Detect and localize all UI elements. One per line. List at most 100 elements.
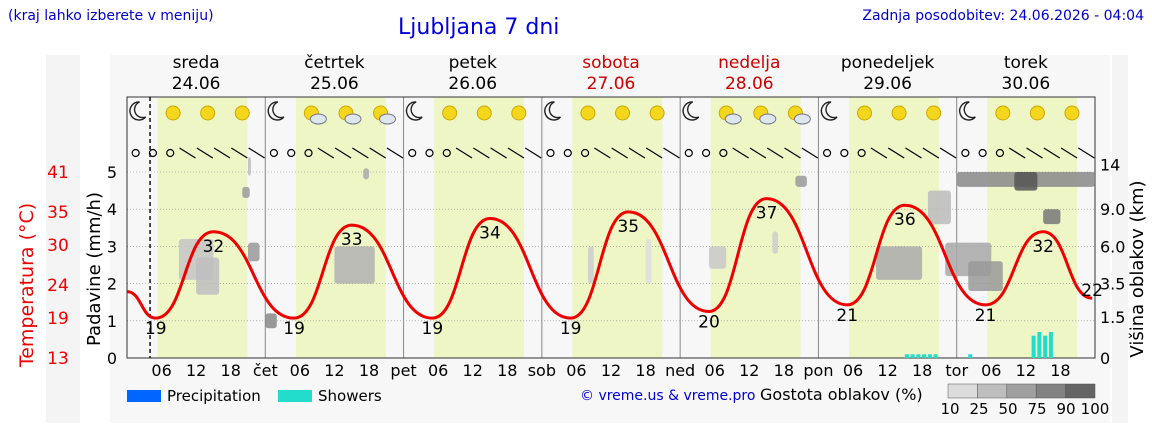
cloud-icon [344, 113, 362, 125]
cloud-blob [645, 238, 652, 284]
cloud-height-tick: 1.5 [1100, 308, 1125, 327]
cloud-blob [334, 246, 375, 284]
calm-wind-icon [978, 148, 987, 158]
wind-barb-icon [611, 147, 628, 159]
cloud-blob [708, 246, 727, 269]
cloud-blob [196, 257, 220, 295]
cloud-icon [724, 113, 742, 125]
cloud-scale-tick: 25 [969, 400, 988, 418]
hour-tick: 12 [186, 361, 206, 380]
temp-extreme-label: 35 [617, 217, 639, 237]
cloud-icon [793, 113, 811, 125]
calm-wind-icon [425, 148, 434, 158]
sun-icon [234, 105, 250, 121]
wind-barb-icon [1026, 147, 1043, 159]
cloud-blob [242, 186, 250, 199]
shower-bar [1037, 331, 1042, 358]
cloud-blob [248, 242, 260, 262]
calm-wind-icon [961, 148, 970, 158]
shower-bar [968, 354, 973, 358]
sun-icon [200, 105, 216, 121]
day-abbr-tick: tor [945, 361, 968, 380]
sun-icon [615, 105, 631, 121]
day-abbr-tick: pet [390, 361, 416, 380]
precip-tick: 4 [107, 200, 117, 219]
hour-tick: 12 [1016, 361, 1036, 380]
wind-barb-icon [801, 147, 819, 159]
shower-bar [1048, 331, 1053, 358]
wind-barb-icon [490, 147, 507, 159]
temp-extreme-label: 32 [1032, 237, 1054, 257]
sun-icon [1064, 105, 1080, 121]
wind-barb-icon [784, 147, 801, 159]
shower-bar [927, 354, 932, 358]
hour-tick: 06 [151, 361, 171, 380]
cloud-blob [587, 246, 594, 284]
wind-barb-icon [1060, 147, 1078, 159]
wind-barb-icon [1043, 147, 1061, 159]
cloud-blob [248, 157, 251, 176]
cloud-height-tick: 3.5 [1100, 275, 1125, 294]
hour-tick: 12 [463, 361, 483, 380]
day-date: 26.06 [448, 74, 497, 94]
cloud-blob [876, 246, 923, 280]
precip-legend-label: Precipitation [167, 387, 261, 405]
temp-extreme-label: 36 [894, 210, 916, 230]
left-panel [46, 55, 80, 423]
temperature-axis-label: Temperatura (°C) [16, 203, 38, 368]
day-date: 27.06 [587, 74, 636, 94]
wind-barb-icon [386, 147, 404, 159]
moon-icon [405, 101, 423, 121]
hour-tick: 06 [566, 361, 586, 380]
cloud-scale-tick: 50 [998, 400, 1017, 418]
cloud-scale-tick: 100 [1081, 400, 1110, 418]
day-date: 24.06 [172, 74, 221, 94]
wind-barb-icon [231, 147, 248, 159]
daylight-band [295, 97, 386, 358]
wind-barb-icon [594, 147, 611, 159]
precip-tick: 5 [107, 163, 117, 182]
day-abbr-tick: pon [803, 361, 833, 380]
day-abbr-tick: sob [528, 361, 556, 380]
wind-barb-icon [473, 147, 490, 159]
calm-wind-icon [148, 148, 158, 158]
right-panel [1112, 55, 1128, 423]
temp-extreme-label: 34 [479, 224, 501, 244]
calm-wind-icon [857, 148, 866, 158]
temperature-tick: 30 [47, 236, 69, 256]
wind-barb-icon [1078, 147, 1095, 159]
cloud-icon [379, 113, 397, 125]
shower-bar [904, 354, 909, 358]
hour-tick: 12 [877, 361, 897, 380]
sun-icon [857, 105, 873, 121]
precip-legend-swatch [127, 390, 161, 402]
calm-wind-icon [408, 148, 417, 158]
calm-wind-icon [580, 148, 590, 158]
cloud-scale-tick: 90 [1056, 400, 1075, 418]
cloud-scale-swatch [947, 383, 978, 399]
cloud-blob [927, 190, 951, 225]
hour-tick: 06 [705, 361, 725, 380]
cloud-density-title: Gostota oblakov (%) [760, 385, 923, 404]
shower-bar [910, 354, 915, 358]
credit-link[interactable]: © vreme.us & vreme.pro [580, 388, 756, 404]
cloud-scale-swatch [1065, 383, 1096, 399]
temperature-tick: 13 [47, 349, 69, 369]
daylight-band [987, 97, 1078, 358]
cloud-height-tick: 0 [1100, 349, 1110, 368]
day-date: 28.06 [725, 74, 774, 94]
wind-barb-icon [455, 147, 473, 159]
cloud-blob [1043, 209, 1061, 225]
sun-icon [1029, 105, 1045, 121]
wind-barb-icon [524, 147, 542, 159]
temp-extreme-label: 20 [698, 313, 720, 333]
temp-extreme-label: 22 [1081, 281, 1103, 301]
calm-wind-icon [304, 148, 313, 158]
cloud-blob [363, 168, 369, 180]
day-abbr-tick: ned [665, 361, 695, 380]
hour-tick: 18 [774, 361, 794, 380]
day-abbr-tick: čet [253, 361, 278, 380]
cloud-scale-tick: 75 [1027, 400, 1046, 418]
hour-tick: 18 [497, 361, 517, 380]
